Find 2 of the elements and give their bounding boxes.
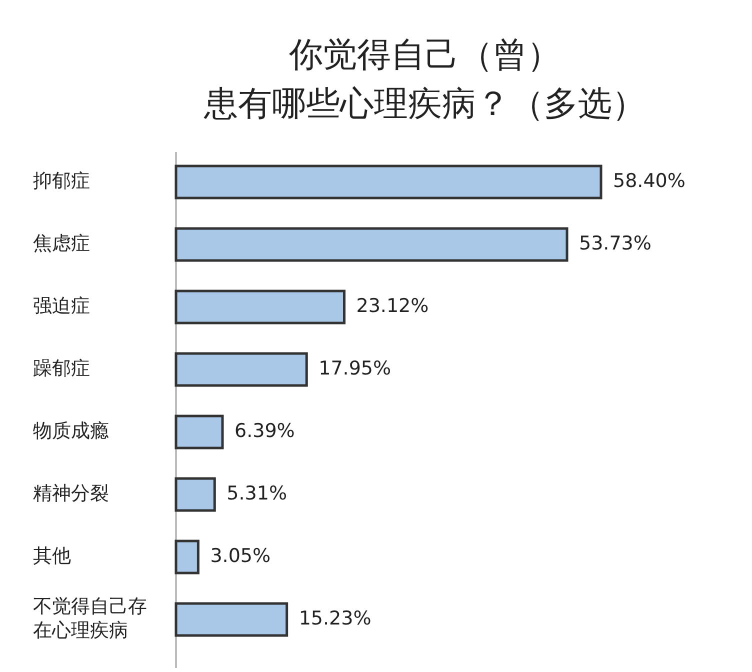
title: 你觉得自己（曾） [289, 35, 561, 76]
subtitle: 患有哪些心理疾病？（多选） [204, 84, 646, 124]
